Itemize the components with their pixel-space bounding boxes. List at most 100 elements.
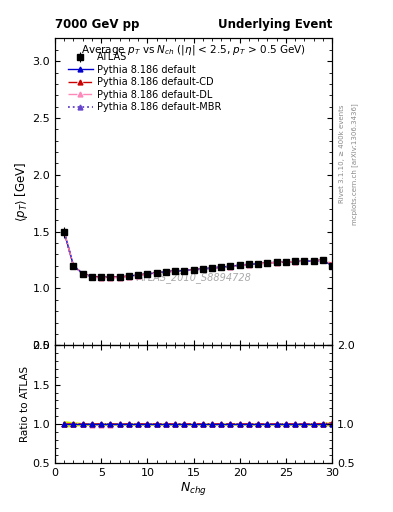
Pythia 8.186 default	[237, 262, 242, 268]
Pythia 8.186 default-CD	[71, 263, 76, 269]
Pythia 8.186 default	[81, 271, 85, 277]
Pythia 8.186 default-DL	[90, 274, 94, 281]
Pythia 8.186 default-DL	[311, 258, 316, 264]
Pythia 8.186 default	[90, 273, 94, 280]
Pythia 8.186 default-MBR	[99, 274, 104, 280]
Pythia 8.186 default-CD	[283, 259, 288, 265]
Y-axis label: Ratio to ATLAS: Ratio to ATLAS	[20, 366, 29, 442]
Pythia 8.186 default-MBR	[71, 263, 76, 269]
Pythia 8.186 default-DL	[154, 270, 159, 276]
Pythia 8.186 default-MBR	[90, 273, 94, 280]
Pythia 8.186 default-DL	[302, 258, 307, 264]
Pythia 8.186 default-CD	[108, 274, 113, 280]
Pythia 8.186 default-MBR	[210, 265, 215, 271]
Pythia 8.186 default-CD	[182, 267, 187, 273]
Line: Pythia 8.186 default-MBR: Pythia 8.186 default-MBR	[62, 230, 334, 280]
Pythia 8.186 default-MBR	[219, 264, 224, 270]
Pythia 8.186 default-CD	[321, 257, 325, 263]
Pythia 8.186 default-DL	[200, 266, 205, 272]
Legend: ATLAS, Pythia 8.186 default, Pythia 8.186 default-CD, Pythia 8.186 default-DL, P: ATLAS, Pythia 8.186 default, Pythia 8.18…	[65, 49, 224, 115]
Pythia 8.186 default-CD	[256, 261, 261, 267]
Pythia 8.186 default-MBR	[163, 269, 168, 275]
Pythia 8.186 default	[200, 266, 205, 272]
Pythia 8.186 default	[302, 258, 307, 264]
Text: Average $p_T$ vs $N_{ch}$ ($|\eta|$ < 2.5, $p_T$ > 0.5 GeV): Average $p_T$ vs $N_{ch}$ ($|\eta|$ < 2.…	[81, 43, 306, 57]
Pythia 8.186 default	[117, 274, 122, 280]
Pythia 8.186 default-DL	[293, 259, 298, 265]
Pythia 8.186 default-MBR	[200, 266, 205, 272]
Text: ATLAS_2010_S8894728: ATLAS_2010_S8894728	[136, 272, 251, 283]
Pythia 8.186 default-CD	[219, 264, 224, 270]
Pythia 8.186 default-DL	[182, 268, 187, 274]
Pythia 8.186 default-DL	[136, 272, 141, 279]
Pythia 8.186 default	[330, 263, 334, 269]
Pythia 8.186 default	[99, 274, 104, 280]
Pythia 8.186 default	[274, 259, 279, 265]
Pythia 8.186 default-CD	[293, 259, 298, 265]
Pythia 8.186 default-DL	[321, 257, 325, 263]
Pythia 8.186 default-MBR	[154, 270, 159, 276]
Pythia 8.186 default-DL	[145, 271, 150, 278]
Pythia 8.186 default	[210, 265, 215, 271]
Pythia 8.186 default-CD	[62, 229, 67, 236]
Pythia 8.186 default-DL	[219, 264, 224, 270]
Pythia 8.186 default-MBR	[256, 261, 261, 267]
Pythia 8.186 default-MBR	[145, 271, 150, 277]
Pythia 8.186 default-CD	[237, 262, 242, 268]
Pythia 8.186 default	[247, 261, 252, 267]
Line: Pythia 8.186 default-CD: Pythia 8.186 default-CD	[62, 230, 334, 280]
Pythia 8.186 default-DL	[71, 263, 76, 269]
Pythia 8.186 default-MBR	[330, 263, 334, 269]
Pythia 8.186 default-MBR	[311, 258, 316, 264]
Pythia 8.186 default	[62, 229, 67, 236]
Pythia 8.186 default-CD	[228, 263, 233, 269]
Pythia 8.186 default-MBR	[117, 274, 122, 280]
Y-axis label: $\langle p_T \rangle$ [GeV]: $\langle p_T \rangle$ [GeV]	[13, 162, 29, 222]
Pythia 8.186 default-DL	[228, 264, 233, 270]
Pythia 8.186 default-MBR	[62, 229, 67, 236]
Pythia 8.186 default	[293, 259, 298, 265]
Pythia 8.186 default-MBR	[321, 257, 325, 263]
Pythia 8.186 default-MBR	[191, 267, 196, 273]
Pythia 8.186 default-DL	[117, 274, 122, 281]
Pythia 8.186 default-CD	[247, 261, 252, 267]
Pythia 8.186 default	[182, 267, 187, 273]
Pythia 8.186 default	[311, 258, 316, 264]
Pythia 8.186 default-CD	[136, 272, 141, 278]
Pythia 8.186 default-MBR	[293, 259, 298, 265]
Pythia 8.186 default-CD	[330, 261, 334, 267]
Pythia 8.186 default-DL	[81, 271, 85, 277]
Pythia 8.186 default-DL	[191, 267, 196, 273]
Line: Pythia 8.186 default: Pythia 8.186 default	[62, 230, 334, 280]
Pythia 8.186 default	[219, 264, 224, 270]
Pythia 8.186 default-CD	[99, 274, 104, 280]
Pythia 8.186 default-DL	[283, 259, 288, 265]
Pythia 8.186 default-DL	[256, 261, 261, 267]
Pythia 8.186 default	[321, 257, 325, 263]
Pythia 8.186 default-CD	[265, 260, 270, 266]
Pythia 8.186 default-MBR	[173, 268, 178, 274]
Pythia 8.186 default-CD	[81, 271, 85, 277]
Pythia 8.186 default-MBR	[247, 261, 252, 267]
Text: mcplots.cern.ch [arXiv:1306.3436]: mcplots.cern.ch [arXiv:1306.3436]	[352, 103, 358, 225]
Pythia 8.186 default-MBR	[108, 274, 113, 280]
Pythia 8.186 default-DL	[274, 260, 279, 266]
Pythia 8.186 default-CD	[90, 273, 94, 280]
Pythia 8.186 default-MBR	[228, 263, 233, 269]
Pythia 8.186 default	[283, 259, 288, 265]
Pythia 8.186 default	[154, 270, 159, 276]
Pythia 8.186 default-DL	[163, 269, 168, 275]
Pythia 8.186 default	[127, 273, 131, 279]
Pythia 8.186 default-CD	[127, 273, 131, 279]
Pythia 8.186 default	[265, 260, 270, 266]
Pythia 8.186 default-DL	[210, 265, 215, 271]
Pythia 8.186 default-CD	[145, 271, 150, 277]
Pythia 8.186 default	[136, 272, 141, 278]
Pythia 8.186 default-CD	[302, 258, 307, 264]
Pythia 8.186 default-DL	[237, 262, 242, 268]
Pythia 8.186 default	[256, 261, 261, 267]
Pythia 8.186 default-MBR	[283, 259, 288, 265]
Text: 7000 GeV pp: 7000 GeV pp	[55, 18, 140, 31]
Pythia 8.186 default-DL	[265, 260, 270, 266]
Pythia 8.186 default-MBR	[127, 273, 131, 279]
